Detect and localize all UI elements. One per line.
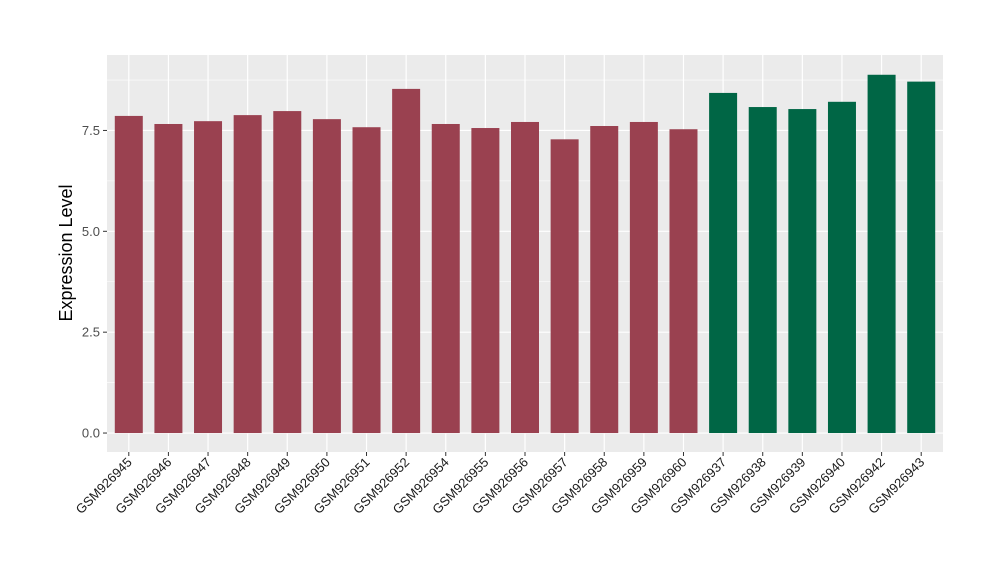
bar-GSM926960: [669, 129, 698, 434]
bar-GSM926940: [827, 101, 856, 434]
bar-GSM926950: [312, 119, 341, 434]
y-tick-label: 2.5: [82, 325, 100, 340]
x-axis: GSM926945GSM926946GSM926947GSM926948GSM9…: [73, 452, 927, 517]
bar-GSM926943: [907, 81, 936, 434]
y-tick-label: 5.0: [82, 224, 100, 239]
bars: [114, 74, 936, 434]
bar-GSM926956: [511, 121, 539, 434]
bar-GSM926946: [154, 123, 183, 434]
bar-GSM926955: [471, 128, 500, 434]
bar-GSM926945: [114, 115, 143, 434]
y-axis-label: Expression Level: [56, 184, 76, 321]
y-tick-label: 0.0: [82, 426, 100, 441]
bar-GSM926958: [590, 126, 619, 434]
bar-GSM926952: [392, 88, 421, 434]
bar-GSM926947: [194, 121, 223, 434]
bar-GSM926954: [431, 123, 460, 434]
bar-GSM926942: [867, 74, 896, 434]
bar-GSM926938: [748, 107, 777, 434]
bar-GSM926959: [629, 121, 658, 434]
y-tick-label: 7.5: [82, 123, 100, 138]
bar-GSM926937: [709, 92, 738, 434]
bar-GSM926949: [273, 111, 302, 434]
bar-GSM926948: [233, 115, 262, 434]
y-axis: 0.0 2.5 5.0 7.5: [82, 123, 107, 441]
bar-GSM926957: [550, 139, 579, 434]
bar-GSM926939: [788, 109, 817, 434]
bar-GSM926951: [352, 127, 381, 434]
